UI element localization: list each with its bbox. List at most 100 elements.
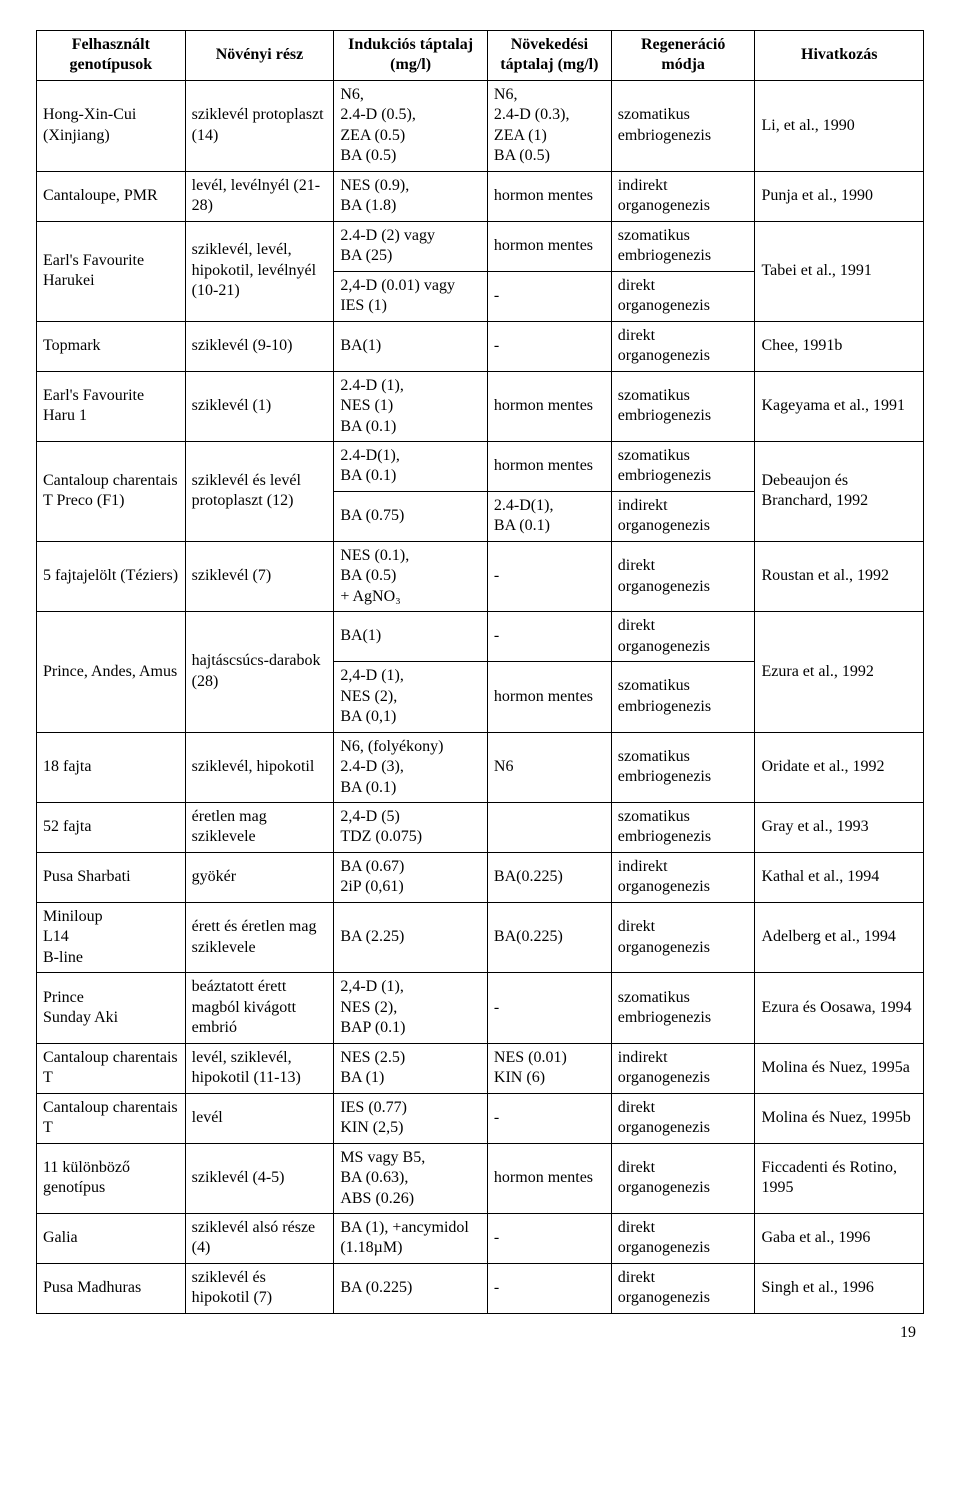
table-cell: direkt organogenezis bbox=[611, 541, 755, 611]
table-cell: - bbox=[487, 973, 611, 1043]
table-cell: Molina és Nuez, 1995a bbox=[755, 1043, 924, 1093]
table-cell: Miniloup L14 B-line bbox=[37, 902, 186, 972]
table-row: Prince Sunday Akibeáztatott érett magból… bbox=[37, 973, 924, 1043]
table-cell: 18 fajta bbox=[37, 732, 186, 802]
table-cell: sziklevél alsó része (4) bbox=[185, 1213, 334, 1263]
table-row: 52 fajtaéretlen mag sziklevele2,4-D (5) … bbox=[37, 803, 924, 853]
table-row: Galiasziklevél alsó része (4)BA (1), +an… bbox=[37, 1213, 924, 1263]
table-row: 11 különböző genotípussziklevél (4-5)MS … bbox=[37, 1143, 924, 1213]
table-cell: Prince Sunday Aki bbox=[37, 973, 186, 1043]
table-cell: Singh et al., 1996 bbox=[755, 1263, 924, 1313]
table-cell: - bbox=[487, 612, 611, 662]
table-cell: sziklevél (9-10) bbox=[185, 321, 334, 371]
table-cell: hormon mentes bbox=[487, 662, 611, 732]
table-cell: NES (0.9), BA (1.8) bbox=[334, 171, 488, 221]
header-row: Felhasznált genotípusokNövényi részInduk… bbox=[37, 31, 924, 81]
table-cell: BA (0.67) 2iP (0,61) bbox=[334, 852, 488, 902]
table-row: Topmarksziklevél (9-10)BA(1)-direkt orga… bbox=[37, 321, 924, 371]
table-row: Pusa SharbatigyökérBA (0.67) 2iP (0,61)B… bbox=[37, 852, 924, 902]
table-cell: NES (0.01) KIN (6) bbox=[487, 1043, 611, 1093]
table-cell: szomatikus embriogenezis bbox=[611, 662, 755, 732]
table-cell: indirekt organogenezis bbox=[611, 491, 755, 541]
table-cell: Earl's Favourite Harukei bbox=[37, 221, 186, 321]
table-cell: 2,4-D (1), NES (2), BA (0,1) bbox=[334, 662, 488, 732]
table-cell: Debeaujon és Branchard, 1992 bbox=[755, 441, 924, 541]
table-cell: N6, (folyékony) 2.4-D (3), BA (0.1) bbox=[334, 732, 488, 802]
table-cell: Cantaloupe, PMR bbox=[37, 171, 186, 221]
table-cell: NES (0.1), BA (0.5) + AgNO₃ bbox=[334, 541, 488, 611]
table-cell: - bbox=[487, 321, 611, 371]
table-cell: direkt organogenezis bbox=[611, 1213, 755, 1263]
table-cell: Pusa Madhuras bbox=[37, 1263, 186, 1313]
table-row: Pusa Madhurassziklevél és hipokotil (7)B… bbox=[37, 1263, 924, 1313]
table-row: Cantaloup charentais TlevélIES (0.77) KI… bbox=[37, 1093, 924, 1143]
column-header: Regeneráció módja bbox=[611, 31, 755, 81]
table-cell: sziklevél (7) bbox=[185, 541, 334, 611]
table-cell: sziklevél és levél protoplaszt (12) bbox=[185, 441, 334, 541]
table-cell: BA (1), +ancymidol (1.18µM) bbox=[334, 1213, 488, 1263]
table-cell: sziklevél, hipokotil bbox=[185, 732, 334, 802]
table-cell: NES (2.5) BA (1) bbox=[334, 1043, 488, 1093]
table-row: Earl's Favourite Harukeisziklevél, levél… bbox=[37, 221, 924, 271]
table-row: Hong-Xin-Cui (Xinjiang)sziklevél protopl… bbox=[37, 80, 924, 171]
table-row: Cantaloup charentais T Preco (F1)sziklev… bbox=[37, 441, 924, 491]
table-cell: 2.4-D (2) vagy BA (25) bbox=[334, 221, 488, 271]
table-cell: hormon mentes bbox=[487, 441, 611, 491]
table-cell: szomatikus embriogenezis bbox=[611, 80, 755, 171]
table-cell: sziklevél és hipokotil (7) bbox=[185, 1263, 334, 1313]
table-cell: hormon mentes bbox=[487, 221, 611, 271]
table-cell: gyökér bbox=[185, 852, 334, 902]
table-cell: 2.4-D(1), BA (0.1) bbox=[334, 441, 488, 491]
table-cell: Punja et al., 1990 bbox=[755, 171, 924, 221]
table-cell: BA(1) bbox=[334, 612, 488, 662]
table-header: Felhasznált genotípusokNövényi részInduk… bbox=[37, 31, 924, 81]
table-cell: hajtáscsúcs-darabok (28) bbox=[185, 612, 334, 732]
table-cell: IES (0.77) KIN (2,5) bbox=[334, 1093, 488, 1143]
table-cell: direkt organogenezis bbox=[611, 612, 755, 662]
table-cell: N6, 2.4-D (0.3), ZEA (1) BA (0.5) bbox=[487, 80, 611, 171]
table-cell: szomatikus embriogenezis bbox=[611, 371, 755, 441]
column-header: Növényi rész bbox=[185, 31, 334, 81]
table-row: Earl's Favourite Haru 1sziklevél (1)2.4-… bbox=[37, 371, 924, 441]
table-cell: hormon mentes bbox=[487, 1143, 611, 1213]
table-row: 5 fajtajelölt (Téziers)sziklevél (7)NES … bbox=[37, 541, 924, 611]
table-cell: levél bbox=[185, 1093, 334, 1143]
table-cell: Topmark bbox=[37, 321, 186, 371]
table-cell: 5 fajtajelölt (Téziers) bbox=[37, 541, 186, 611]
table-cell: levél, sziklevél, hipokotil (11-13) bbox=[185, 1043, 334, 1093]
table-cell: sziklevél (4-5) bbox=[185, 1143, 334, 1213]
table-cell: Oridate et al., 1992 bbox=[755, 732, 924, 802]
column-header: Indukciós táptalaj (mg/l) bbox=[334, 31, 488, 81]
table-cell: Prince, Andes, Amus bbox=[37, 612, 186, 732]
table-cell: Gaba et al., 1996 bbox=[755, 1213, 924, 1263]
table-cell: BA(0.225) bbox=[487, 902, 611, 972]
table-cell: szomatikus embriogenezis bbox=[611, 973, 755, 1043]
table-cell: 2.4-D (1), NES (1) BA (0.1) bbox=[334, 371, 488, 441]
table-cell: 52 fajta bbox=[37, 803, 186, 853]
table-cell: sziklevél protoplaszt (14) bbox=[185, 80, 334, 171]
table-cell: BA(1) bbox=[334, 321, 488, 371]
table-cell: Earl's Favourite Haru 1 bbox=[37, 371, 186, 441]
table-cell: indirekt organogenezis bbox=[611, 852, 755, 902]
table-cell: direkt organogenezis bbox=[611, 1143, 755, 1213]
table-cell: 2,4-D (1), NES (2), BAP (0.1) bbox=[334, 973, 488, 1043]
table-cell: direkt organogenezis bbox=[611, 1263, 755, 1313]
column-header: Hivatkozás bbox=[755, 31, 924, 81]
table-cell: - bbox=[487, 541, 611, 611]
table-cell: direkt organogenezis bbox=[611, 1093, 755, 1143]
table-cell: indirekt organogenezis bbox=[611, 171, 755, 221]
table-cell: Roustan et al., 1992 bbox=[755, 541, 924, 611]
table-cell: 11 különböző genotípus bbox=[37, 1143, 186, 1213]
table-row: Prince, Andes, Amushajtáscsúcs-darabok (… bbox=[37, 612, 924, 662]
column-header: Felhasznált genotípusok bbox=[37, 31, 186, 81]
table-cell: indirekt organogenezis bbox=[611, 1043, 755, 1093]
page-number: 19 bbox=[36, 1324, 924, 1342]
table-cell: Chee, 1991b bbox=[755, 321, 924, 371]
table-cell: 2.4-D(1), BA (0.1) bbox=[487, 491, 611, 541]
table-cell: 2,4-D (0.01) vagy IES (1) bbox=[334, 271, 488, 321]
table-cell: Li, et al., 1990 bbox=[755, 80, 924, 171]
table-row: Cantaloupe, PMRlevél, levélnyél (21-28)N… bbox=[37, 171, 924, 221]
table-cell: direkt organogenezis bbox=[611, 321, 755, 371]
table-cell: sziklevél (1) bbox=[185, 371, 334, 441]
table-cell: érett és éretlen mag sziklevele bbox=[185, 902, 334, 972]
